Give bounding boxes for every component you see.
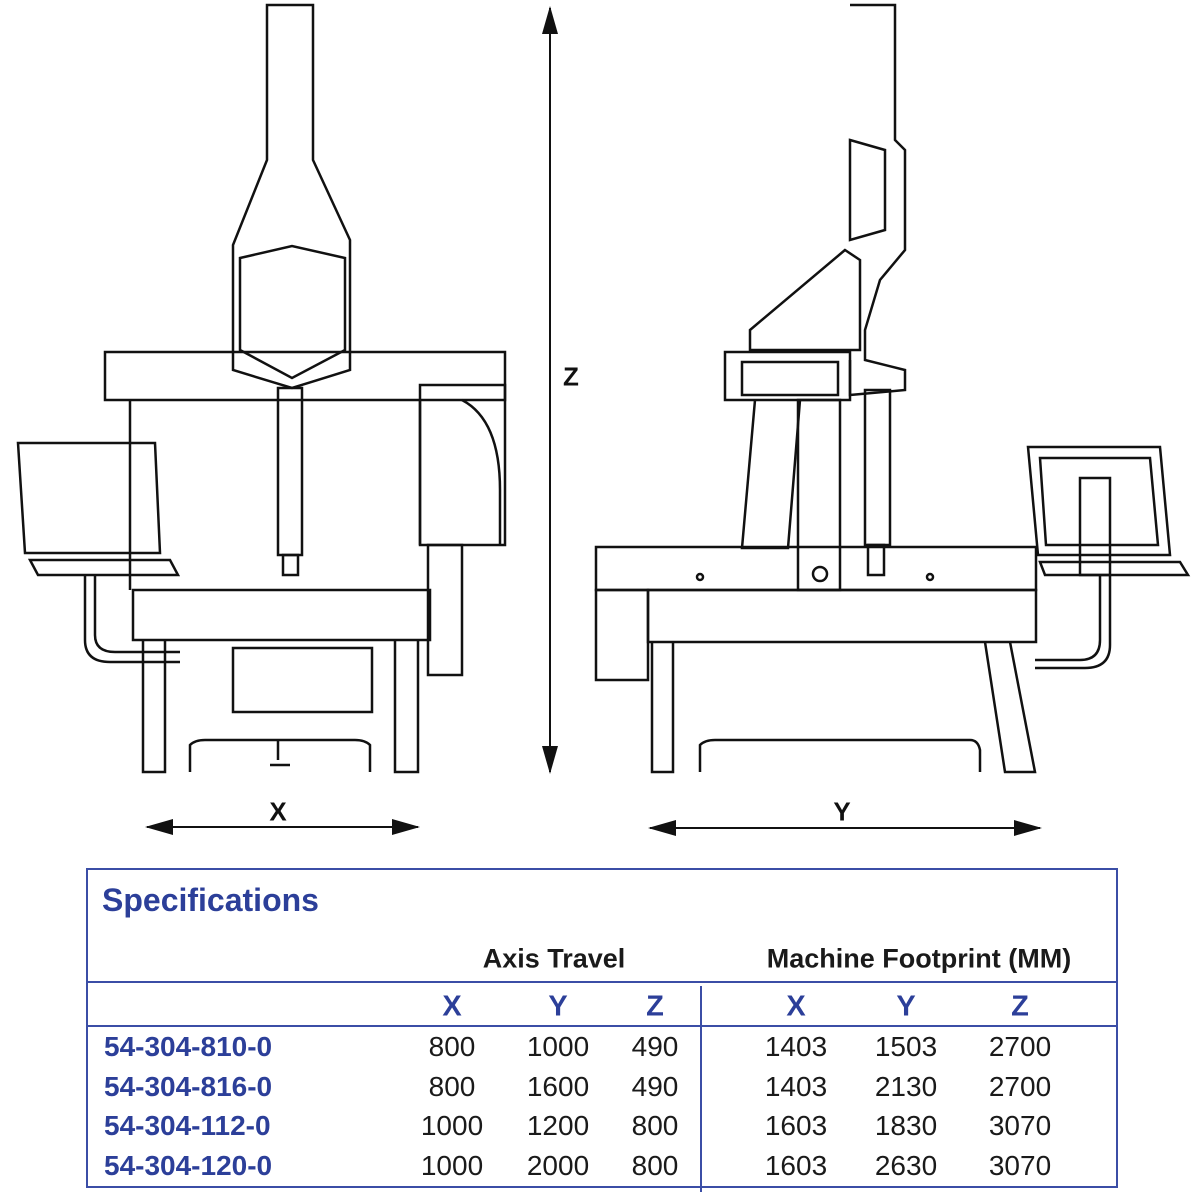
footprint-z-header: Z [1011, 990, 1029, 1023]
specifications-title: Specifications [102, 882, 319, 918]
x-dimension-label: X [269, 796, 287, 827]
divider [88, 981, 1118, 983]
footprint-y-value: 1830 [874, 1110, 938, 1141]
travel-x-value: 800 [428, 1031, 476, 1062]
footprint-z-value: 3070 [988, 1110, 1052, 1141]
specifications-table: Specifications Axis Travel Machine Footp… [86, 868, 1118, 1192]
travel-x-header: X [442, 990, 462, 1023]
footprint-z-value: 2700 [988, 1071, 1052, 1102]
footprint-y-value: 2130 [874, 1071, 938, 1102]
cmm-machine-drawing [16, 3, 1191, 836]
side-view [594, 3, 1191, 774]
footprint-x-header: X [786, 990, 806, 1023]
travel-y-value: 1200 [526, 1110, 590, 1141]
model-number: 54-304-120-0 [104, 1150, 273, 1181]
footprint-x-value: 1603 [764, 1110, 828, 1141]
travel-x-value: 1000 [420, 1110, 484, 1141]
footprint-y-value: 2630 [874, 1150, 938, 1181]
model-number: 54-304-112-0 [104, 1110, 271, 1141]
travel-y-header: Y [548, 990, 568, 1023]
travel-x-value: 1000 [420, 1150, 484, 1181]
footprint-x-value: 1403 [764, 1071, 828, 1102]
travel-y-value: 1600 [526, 1071, 590, 1102]
front-view [16, 3, 507, 774]
travel-z-value: 800 [631, 1150, 679, 1181]
divider [88, 1025, 1118, 1027]
travel-z-header: Z [646, 990, 664, 1023]
travel-z-value: 490 [631, 1031, 679, 1062]
z-dimension-label: Z [563, 361, 579, 392]
travel-y-value: 1000 [526, 1031, 590, 1062]
footprint-z-value: 3070 [988, 1150, 1052, 1181]
footprint-y-header: Y [896, 990, 916, 1023]
model-number: 54-304-810-0 [104, 1031, 273, 1062]
travel-z-value: 800 [631, 1110, 679, 1141]
model-number: 54-304-816-0 [104, 1071, 273, 1102]
footprint-y-value: 1503 [874, 1031, 938, 1062]
footprint-x-value: 1403 [764, 1031, 828, 1062]
travel-x-value: 800 [428, 1071, 476, 1102]
divider [700, 986, 702, 1192]
travel-z-value: 490 [631, 1071, 679, 1102]
travel-y-value: 2000 [526, 1150, 590, 1181]
axis-travel-header: Axis Travel [482, 943, 626, 974]
footprint-z-value: 2700 [988, 1031, 1052, 1062]
footprint-header: Machine Footprint (MM) [766, 943, 1072, 974]
y-dimension-label: Y [833, 796, 851, 827]
footprint-x-value: 1603 [764, 1150, 828, 1181]
